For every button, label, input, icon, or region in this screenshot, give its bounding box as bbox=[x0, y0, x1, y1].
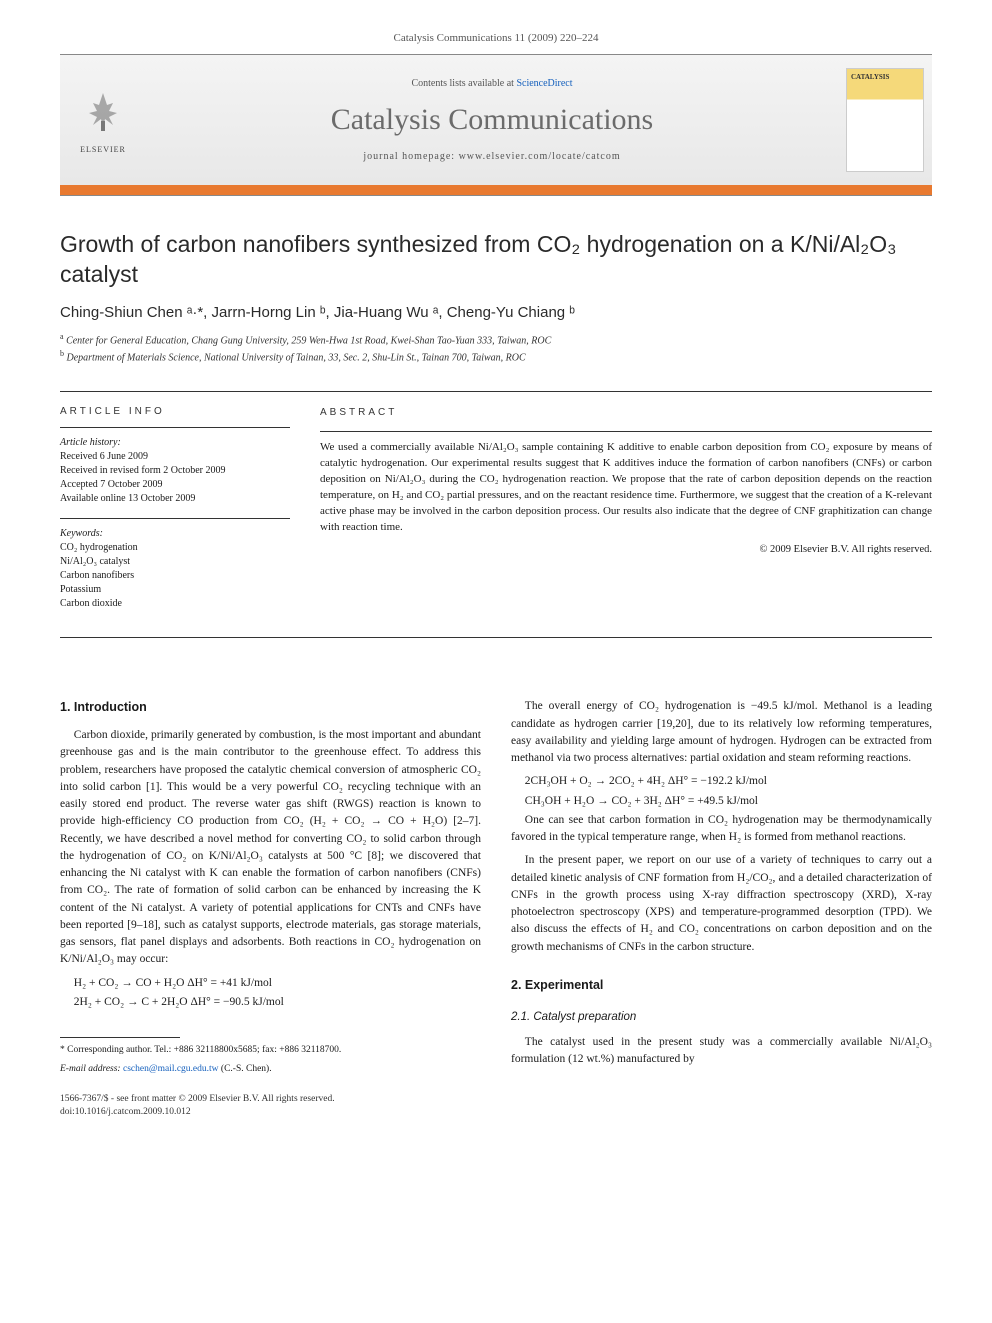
history-head: Article history: bbox=[60, 436, 290, 450]
keyword: Ni/Al₂O₃ catalyst bbox=[60, 555, 290, 569]
footer-doi: doi:10.1016/j.catcom.2009.10.012 bbox=[60, 1106, 481, 1119]
top-citation: Catalysis Communications 11 (2009) 220–2… bbox=[60, 32, 932, 44]
publisher-name: ELSEVIER bbox=[68, 145, 138, 154]
col2-p1: The overall energy of CO₂ hydrogenation … bbox=[511, 698, 932, 767]
contents-available: Contents lists available at ScienceDirec… bbox=[148, 78, 836, 89]
keywords: Keywords: CO₂ hydrogenation Ni/Al₂O₃ cat… bbox=[60, 527, 290, 611]
keyword: Potassium bbox=[60, 583, 290, 597]
header-inner: ELSEVIER Contents lists available at Sci… bbox=[60, 55, 932, 185]
affiliations: a Center for General Education, Chang Gu… bbox=[60, 331, 932, 366]
journal-cover-thumb: CATALYSIS bbox=[846, 68, 924, 172]
affiliation-b-text: Department of Materials Science, Nationa… bbox=[67, 352, 526, 363]
keywords-head: Keywords: bbox=[60, 527, 290, 541]
abstract: ABSTRACT We used a commercially availabl… bbox=[320, 406, 932, 623]
equation-1: H₂ + CO₂ → CO + H₂O ΔH° = +41 kJ/mol bbox=[74, 975, 481, 992]
footnote-separator bbox=[60, 1037, 180, 1038]
keyword: Carbon nanofibers bbox=[60, 569, 290, 583]
email-footnote: E-mail address: cschen@mail.cgu.edu.tw (… bbox=[60, 1063, 481, 1076]
header-center: Contents lists available at ScienceDirec… bbox=[138, 78, 846, 162]
orange-divider bbox=[60, 185, 932, 195]
history-line: Received in revised form 2 October 2009 bbox=[60, 464, 290, 478]
col2-p3: In the present paper, we report on our u… bbox=[511, 852, 932, 956]
article-info-label: ARTICLE INFO bbox=[60, 406, 290, 417]
column-right: The overall energy of CO₂ hydrogenation … bbox=[511, 698, 932, 1119]
journal-homepage: journal homepage: www.elsevier.com/locat… bbox=[148, 151, 836, 162]
footer-issn: 1566-7367/$ - see front matter © 2009 El… bbox=[60, 1093, 481, 1106]
body-columns: 1. Introduction Carbon dioxide, primaril… bbox=[60, 698, 932, 1119]
subsection-catalyst-head: 2.1. Catalyst preparation bbox=[511, 1009, 932, 1026]
catalyst-p1: The catalyst used in the present study w… bbox=[511, 1034, 932, 1069]
equation-2: 2H₂ + CO₂ → C + 2H₂O ΔH° = −90.5 kJ/mol bbox=[74, 994, 481, 1011]
equation-4: CH₃OH + H₂O → CO₂ + 3H₂ ΔH° = +49.5 kJ/m… bbox=[525, 793, 932, 810]
history-line: Received 6 June 2009 bbox=[60, 450, 290, 464]
intro-p1: Carbon dioxide, primarily generated by c… bbox=[60, 727, 481, 969]
keyword: CO₂ hydrogenation bbox=[60, 541, 290, 555]
info-abstract-row: ARTICLE INFO Article history: Received 6… bbox=[60, 391, 932, 638]
email-label: E-mail address: bbox=[60, 1064, 121, 1074]
history-line: Available online 13 October 2009 bbox=[60, 492, 290, 506]
equation-3: 2CH₃OH + O₂ → 2CO₂ + 4H₂ ΔH° = −192.2 kJ… bbox=[525, 773, 932, 790]
abstract-text: We used a commercially available Ni/Al₂O… bbox=[320, 440, 932, 536]
article-history: Article history: Received 6 June 2009 Re… bbox=[60, 436, 290, 506]
affiliation-b: b Department of Materials Science, Natio… bbox=[60, 348, 932, 365]
history-line: Accepted 7 October 2009 bbox=[60, 478, 290, 492]
authors: Ching-Shiun Chen ᵃ·*, Jarrn-Horng Lin ᵇ,… bbox=[60, 304, 932, 321]
keyword: Carbon dioxide bbox=[60, 597, 290, 611]
journal-name: Catalysis Communications bbox=[148, 103, 836, 137]
elsevier-logo: ELSEVIER bbox=[68, 87, 138, 154]
article-title: Growth of carbon nanofibers synthesized … bbox=[60, 230, 932, 290]
column-left: 1. Introduction Carbon dioxide, primaril… bbox=[60, 698, 481, 1119]
abstract-label: ABSTRACT bbox=[320, 406, 932, 421]
elsevier-tree-icon bbox=[68, 87, 138, 141]
cover-label: CATALYSIS bbox=[851, 73, 889, 81]
homepage-url: www.elsevier.com/locate/catcom bbox=[459, 151, 621, 162]
affiliation-a-text: Center for General Education, Chang Gung… bbox=[66, 335, 551, 346]
author-email[interactable]: cschen@mail.cgu.edu.tw bbox=[123, 1064, 219, 1074]
section-intro-head: 1. Introduction bbox=[60, 698, 481, 717]
article-info: ARTICLE INFO Article history: Received 6… bbox=[60, 406, 290, 623]
corresponding-author: * Corresponding author. Tel.: +886 32118… bbox=[60, 1044, 481, 1057]
col2-p2: One can see that carbon formation in CO₂… bbox=[511, 812, 932, 847]
section-experimental-head: 2. Experimental bbox=[511, 976, 932, 995]
journal-header: ELSEVIER Contents lists available at Sci… bbox=[60, 54, 932, 196]
page: Catalysis Communications 11 (2009) 220–2… bbox=[0, 0, 992, 1159]
homepage-prefix: journal homepage: bbox=[363, 151, 458, 162]
email-suffix: (C.-S. Chen). bbox=[221, 1064, 272, 1074]
contents-prefix: Contents lists available at bbox=[411, 78, 516, 89]
affiliation-a: a Center for General Education, Chang Gu… bbox=[60, 331, 932, 348]
sciencedirect-link[interactable]: ScienceDirect bbox=[516, 78, 572, 89]
abstract-copyright: © 2009 Elsevier B.V. All rights reserved… bbox=[320, 542, 932, 557]
